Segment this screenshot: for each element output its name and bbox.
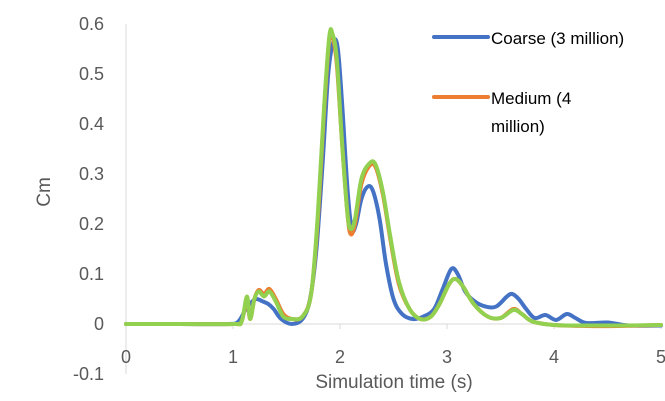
series-lines xyxy=(124,27,663,329)
legend-label-line: Coarse (3 million) xyxy=(491,29,624,48)
y-tick-label: 0.4 xyxy=(79,114,104,134)
x-tick-label: 2 xyxy=(335,347,345,367)
y-tick-label: 0 xyxy=(94,314,104,334)
legend-label: Medium (4 million) xyxy=(491,89,571,136)
tick-labels: -0.1 0 0.1 0.2 0.3 0.4 0.5 0.6 0 1 2 3 4 5 xyxy=(73,14,665,384)
x-tick-label: 0 xyxy=(121,347,131,367)
x-axis-label: Simulation time (s) xyxy=(315,372,472,393)
y-tick-label: -0.1 xyxy=(73,364,104,384)
y-tick-label: 0.6 xyxy=(79,14,104,34)
series-line-medium xyxy=(124,29,663,329)
series-line-fine xyxy=(124,27,663,328)
legend-label-line: Medium (4 xyxy=(491,89,571,108)
series-line-coarse xyxy=(124,37,663,328)
y-tick-label: 0.3 xyxy=(79,164,104,184)
x-tick-label: 1 xyxy=(228,347,238,367)
x-tick-label: 3 xyxy=(442,347,452,367)
y-tick-label: 0.2 xyxy=(79,214,104,234)
y-tick-label: 0.1 xyxy=(79,264,104,284)
legend-label: Coarse (3 million) xyxy=(491,29,624,48)
legend-label-line: million) xyxy=(491,117,545,136)
legend: Coarse (3 million) Medium (4 million) xyxy=(432,29,624,136)
x-tick-label: 4 xyxy=(549,347,559,367)
y-axis-label: Cm xyxy=(34,177,55,207)
x-tick-label: 5 xyxy=(656,347,665,367)
y-tick-label: 0.5 xyxy=(79,64,104,84)
